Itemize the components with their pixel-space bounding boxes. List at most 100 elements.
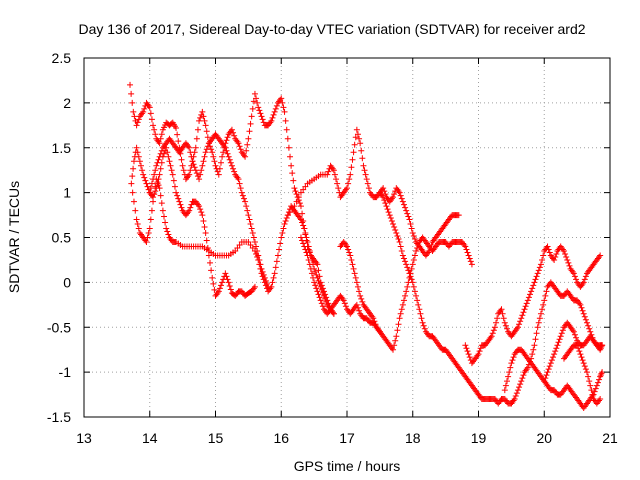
- data-point: [406, 270, 413, 277]
- data-point: [580, 310, 587, 317]
- data-point: [553, 345, 560, 352]
- data-point: [544, 369, 551, 376]
- data-point: [246, 128, 253, 135]
- data-point: [363, 176, 370, 183]
- data-point: [313, 271, 320, 278]
- y-tick-label: 1: [63, 185, 71, 201]
- data-point: [186, 144, 193, 151]
- data-point: [462, 342, 469, 349]
- data-point: [304, 238, 311, 245]
- data-point: [202, 230, 209, 237]
- data-point: [546, 249, 553, 256]
- data-point: [585, 322, 592, 329]
- data-point: [582, 273, 589, 280]
- data-point: [543, 372, 550, 379]
- data-point: [340, 297, 347, 304]
- data-point: [129, 99, 136, 106]
- x-tick-label: 18: [405, 430, 421, 446]
- data-point: [534, 270, 541, 277]
- data-point: [335, 185, 342, 192]
- data-point: [237, 185, 244, 192]
- data-point: [339, 295, 346, 302]
- data-point: [540, 301, 547, 308]
- data-point: [245, 135, 252, 142]
- data-point: [167, 162, 174, 169]
- data-point: [191, 164, 198, 171]
- data-point: [276, 246, 283, 253]
- data-point: [279, 230, 286, 237]
- data-point: [200, 158, 207, 165]
- data-point: [130, 165, 137, 172]
- data-point: [353, 279, 360, 286]
- data-point: [235, 176, 242, 183]
- data-point: [257, 110, 264, 117]
- data-point: [466, 255, 473, 262]
- data-point: [583, 319, 590, 326]
- data-point: [398, 306, 405, 313]
- data-point: [390, 194, 397, 201]
- data-point: [330, 167, 337, 174]
- data-point: [180, 167, 187, 174]
- data-point: [573, 276, 580, 283]
- data-point: [274, 252, 281, 259]
- data-point: [178, 204, 185, 211]
- data-point: [236, 143, 243, 150]
- data-point: [319, 303, 326, 310]
- data-point: [254, 99, 261, 106]
- data-point: [204, 134, 211, 141]
- data-point: [153, 162, 160, 169]
- data-point: [318, 300, 325, 307]
- data-point: [348, 164, 355, 171]
- data-point: [535, 319, 542, 326]
- data-point: [306, 247, 313, 254]
- data-point: [597, 396, 604, 403]
- data-point: [541, 378, 548, 385]
- data-point: [593, 382, 600, 389]
- data-point: [264, 280, 271, 287]
- data-point: [550, 354, 557, 361]
- data-point: [226, 156, 233, 163]
- data-point: [579, 280, 586, 287]
- data-point: [342, 303, 349, 310]
- data-point: [519, 312, 526, 319]
- data-point: [474, 352, 481, 359]
- y-tick-label: -1.5: [47, 409, 71, 425]
- data-point: [399, 301, 406, 308]
- data-point: [313, 259, 320, 266]
- data-point: [200, 113, 207, 120]
- data-point: [539, 306, 546, 313]
- data-point: [570, 328, 577, 335]
- data-point: [491, 324, 498, 331]
- data-point: [143, 180, 150, 187]
- data-point: [222, 270, 229, 277]
- data-point: [530, 346, 537, 353]
- data-point: [160, 213, 167, 220]
- data-point: [201, 117, 208, 124]
- data-point: [311, 279, 318, 286]
- data-point: [224, 276, 231, 283]
- data-point: [576, 300, 583, 307]
- data-point: [145, 230, 152, 237]
- data-point: [315, 291, 322, 298]
- data-point: [141, 174, 148, 181]
- data-point: [566, 262, 573, 269]
- series-track-6: [337, 234, 475, 353]
- data-point: [565, 259, 572, 266]
- data-point: [315, 277, 322, 284]
- data-point: [323, 298, 330, 305]
- data-point: [268, 117, 275, 124]
- data-point: [582, 316, 589, 323]
- data-point: [299, 210, 306, 217]
- data-point: [315, 267, 322, 274]
- data-point: [224, 134, 231, 141]
- data-point: [134, 221, 141, 228]
- data-point: [209, 149, 216, 156]
- data-point: [249, 230, 256, 237]
- data-point: [554, 342, 561, 349]
- data-point: [529, 351, 536, 358]
- data-point: [199, 108, 206, 115]
- series-track-2: [128, 144, 258, 299]
- data-point: [306, 261, 313, 268]
- data-point: [597, 345, 604, 352]
- data-point: [158, 200, 165, 207]
